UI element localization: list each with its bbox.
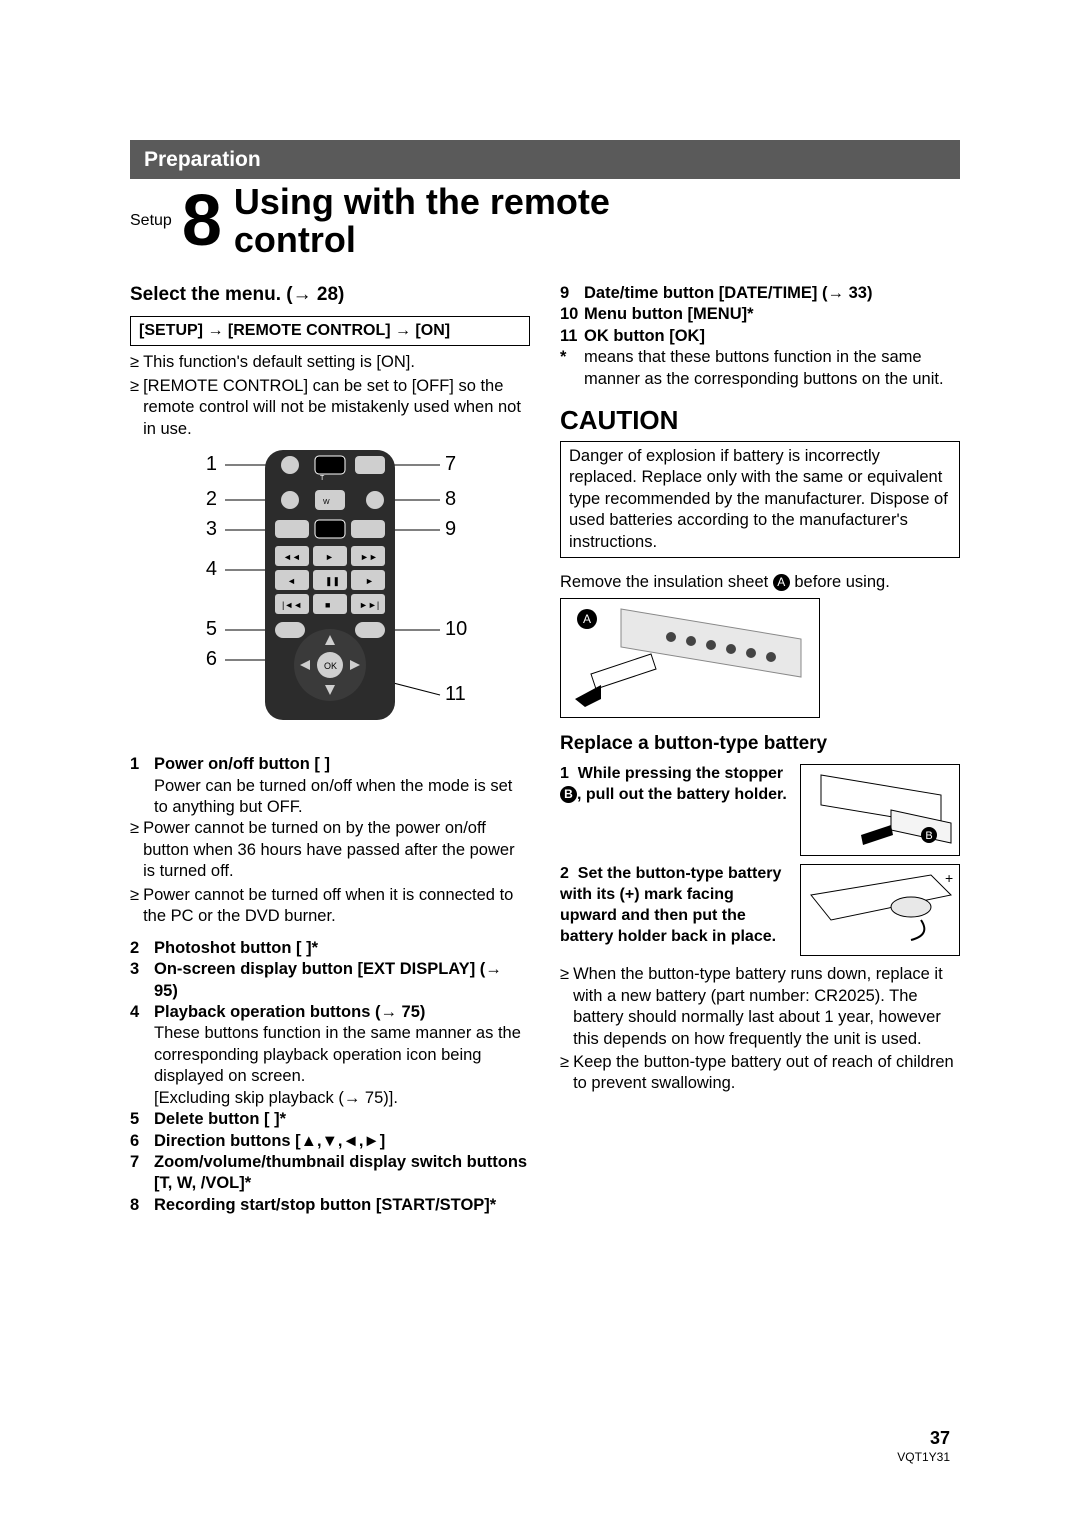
remote-diagram: 1 2 3 4 5 6 7 8 9 10 11 [130,450,530,740]
svg-text:8: 8 [445,488,456,510]
item1-desc: Power can be turned on/off when the mode… [130,776,530,819]
svg-text:4: 4 [206,558,217,580]
chapter-header: Setup 8 Using with the remotecontrol [130,183,960,259]
svg-text:11: 11 [445,683,466,705]
setup-label: Setup [130,211,172,232]
caution-box: Danger of explosion if battery is incorr… [560,441,960,558]
svg-text:►►|: ►►| [359,600,379,610]
select-menu-heading: Select the menu. (→ 28) [130,283,530,308]
replace-battery-heading: Replace a button-type battery [560,732,960,757]
svg-text:10: 10 [445,618,467,640]
chapter-number: 8 [182,189,222,254]
svg-text:9: 9 [445,518,456,540]
insulation-note: Remove the insulation sheet A before usi… [560,572,960,593]
svg-text:5: 5 [206,618,217,640]
svg-text:OK: OK [324,661,337,671]
setup-path-box: [SETUP] → [REMOTE CONTROL] → [ON] [130,316,530,347]
svg-text:►: ► [325,552,334,562]
svg-text:+: + [945,870,953,886]
step2-illustration: + [800,864,960,956]
svg-text:B: B [925,830,932,842]
battery-notes: When the button-type battery runs down, … [560,964,960,1095]
svg-text:►►: ►► [360,552,378,562]
step1-illustration: B [800,764,960,856]
svg-text:T: T [320,475,325,482]
step-2: 2 Set the button-type battery with its (… [560,864,960,956]
svg-text:A: A [583,612,591,626]
svg-text:6: 6 [206,648,217,670]
preparation-bar: Preparation [130,140,960,179]
svg-text:◄: ◄ [287,576,296,586]
svg-text:❚❚: ❚❚ [325,576,340,587]
svg-text:|◄◄: |◄◄ [282,600,302,610]
step-1: 1 While pressing the stopper B, pull out… [560,764,960,856]
chapter-title: Using with the remotecontrol [234,183,610,259]
svg-text:◄◄: ◄◄ [283,552,301,562]
setup-notes: This function's default setting is [ON].… [130,352,530,440]
left-column: Select the menu. (→ 28) [SETUP] → [REMOT… [130,283,530,1216]
svg-text:W: W [323,499,330,506]
caution-heading: CAUTION [560,404,960,438]
insulation-illustration: A [560,598,820,718]
right-column: 9Date/time button [DATE/TIME] (→ 33) 10M… [560,283,960,1216]
svg-text:2: 2 [206,488,217,510]
svg-text:7: 7 [445,453,456,475]
svg-text:1: 1 [206,453,217,475]
svg-text:3: 3 [206,518,217,540]
svg-text:■: ■ [325,600,330,610]
page-footer: 37 VQT1Y31 [897,1427,950,1466]
svg-text:►: ► [365,576,374,586]
